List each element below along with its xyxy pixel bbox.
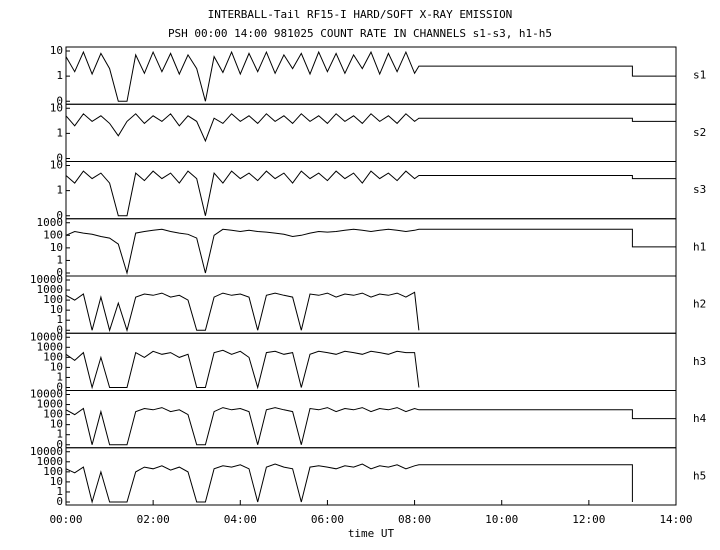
- y-tick-label: 10: [50, 241, 63, 254]
- y-tick-label: 1: [56, 313, 63, 326]
- y-tick-label: 10: [50, 101, 63, 114]
- y-tick-label: 1: [56, 253, 63, 266]
- series-line: [65, 291, 420, 333]
- panel-label: s2: [693, 126, 706, 139]
- y-tick-label: 10: [50, 159, 63, 172]
- y-tick-label: 1000: [37, 398, 64, 411]
- series-line: [65, 170, 676, 217]
- panel-label: s1: [693, 69, 706, 82]
- y-tick-label: 0: [56, 381, 63, 394]
- y-tick-label: 10: [50, 44, 63, 57]
- y-tick-label: 1000: [37, 216, 64, 229]
- panel-frame: [65, 161, 677, 220]
- panel-label: h3: [693, 355, 706, 368]
- panel-label: h1: [693, 240, 706, 253]
- y-tick-label: 10: [50, 360, 63, 373]
- panel-frame: [65, 447, 677, 506]
- y-tick-label: 1: [56, 485, 63, 498]
- y-tick-label: 100: [43, 465, 63, 478]
- panel-label: h5: [693, 469, 706, 482]
- y-tick-label: 100: [43, 350, 63, 363]
- y-tick-label: 0: [56, 438, 63, 451]
- series-line: [65, 407, 676, 446]
- y-tick-label: 0: [56, 94, 63, 107]
- panel-frame: [65, 275, 677, 334]
- y-tick-label: 1000: [37, 455, 64, 468]
- y-tick-label: 10000: [30, 388, 63, 401]
- x-tick-label: 02:00: [137, 513, 170, 526]
- x-tick-label: 14:00: [659, 513, 692, 526]
- y-tick-label: 0: [56, 495, 63, 508]
- y-tick-label: 1000: [37, 340, 64, 353]
- panel-frame: [65, 332, 677, 391]
- chart-subtitle: PSH 00:00 14:00 981025 COUNT RATE IN CHA…: [168, 27, 552, 40]
- series-line: [65, 113, 676, 143]
- y-tick-label: 0: [56, 323, 63, 336]
- x-tick-label: 06:00: [311, 513, 344, 526]
- y-tick-label: 1: [56, 184, 63, 197]
- panel-frame: [65, 218, 677, 277]
- y-tick-label: 100: [43, 293, 63, 306]
- panel-frame: [65, 103, 677, 162]
- x-tick-label: 04:00: [224, 513, 257, 526]
- panel-label: h4: [693, 412, 707, 425]
- panel-frame: [65, 46, 677, 105]
- y-tick-label: 1000: [37, 283, 64, 296]
- y-tick-label: 0: [56, 152, 63, 165]
- x-axis-label: time UT: [348, 527, 395, 540]
- panel-label: s3: [693, 183, 706, 196]
- series-line: [65, 228, 676, 275]
- x-tick-label: 12:00: [572, 513, 605, 526]
- chart-title: INTERBALL-Tail RF15-I HARD/SOFT X-RAY EM…: [208, 8, 513, 21]
- y-tick-label: 10: [50, 303, 63, 316]
- y-tick-label: 0: [56, 209, 63, 222]
- y-tick-label: 1: [56, 126, 63, 139]
- panel-frame: [65, 390, 677, 449]
- y-tick-label: 10: [50, 475, 63, 488]
- x-tick-label: 08:00: [398, 513, 431, 526]
- y-tick-label: 0: [56, 266, 63, 279]
- y-tick-label: 1: [56, 428, 63, 441]
- y-tick-label: 1: [56, 69, 63, 82]
- series-line: [65, 349, 420, 390]
- x-tick-label: 10:00: [485, 513, 518, 526]
- y-tick-label: 1: [56, 370, 63, 383]
- y-tick-label: 10000: [30, 445, 63, 458]
- series-line: [65, 463, 633, 504]
- series-line: [65, 50, 676, 102]
- panel-label: h2: [693, 298, 706, 311]
- y-tick-label: 100: [43, 228, 63, 241]
- y-tick-label: 100: [43, 408, 63, 421]
- y-tick-label: 10000: [30, 273, 63, 286]
- y-tick-label: 10000: [30, 330, 63, 343]
- y-tick-label: 10: [50, 418, 63, 431]
- x-tick-label: 00:00: [49, 513, 82, 526]
